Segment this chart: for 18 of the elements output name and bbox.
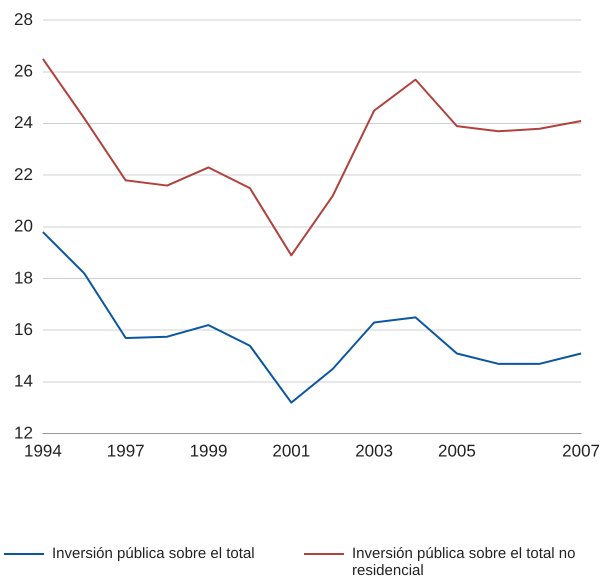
legend-label: Inversión pública sobre el total no residencial xyxy=(352,545,576,579)
x-tick-label: 2003 xyxy=(355,441,394,460)
x-tick-label: 1994 xyxy=(24,441,62,460)
y-tick-label: 28 xyxy=(14,10,33,29)
x-tick-label: 2005 xyxy=(438,441,476,460)
y-tick-label: 20 xyxy=(14,216,33,236)
y-tick-label: 22 xyxy=(14,164,33,184)
y-tick-label: 24 xyxy=(14,113,33,132)
x-tick-label: 2001 xyxy=(272,441,310,460)
y-tick-label: 18 xyxy=(14,268,33,288)
x-tick-label: 2007 xyxy=(562,441,600,460)
y-tick-label: 14 xyxy=(14,372,33,391)
x-tick-label: 1997 xyxy=(106,441,145,460)
y-tick-label: 12 xyxy=(14,423,33,442)
x-tick-label: 1999 xyxy=(190,441,228,460)
y-tick-label: 26 xyxy=(14,62,33,81)
y-tick-label: 16 xyxy=(14,320,33,339)
legend-label: Inversión pública sobre el total xyxy=(52,545,255,562)
